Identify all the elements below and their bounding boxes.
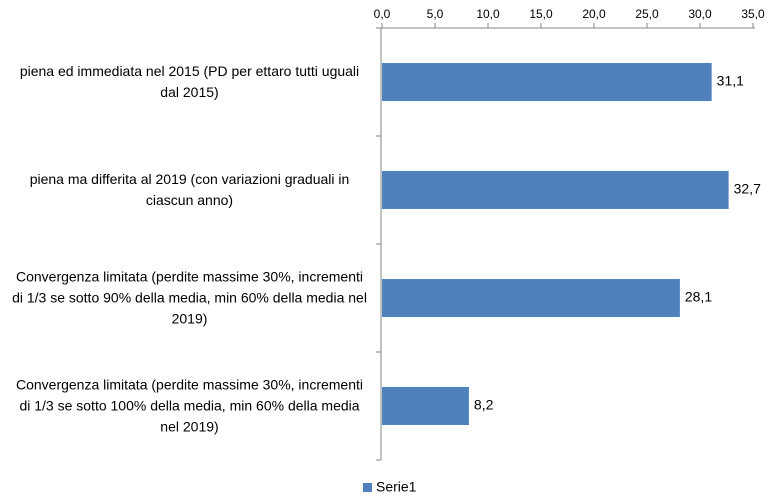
y-tick-label: Convergenza limitata (perdite massime 30… [12, 268, 367, 327]
bar [382, 171, 729, 209]
y-tick-label: piena ed immediata nel 2015 (PD per etta… [19, 63, 360, 100]
bar [382, 387, 469, 425]
y-tick-label: Convergenza limitata (perdite massime 30… [15, 376, 364, 435]
data-label: 8,2 [474, 397, 494, 413]
bar [382, 63, 712, 101]
bar [382, 279, 680, 317]
data-label: 28,1 [685, 289, 712, 305]
x-tick-label: 25,0 [635, 7, 659, 21]
x-tick-label: 20,0 [582, 7, 606, 21]
data-label: 31,1 [717, 73, 744, 89]
data-label: 32,7 [734, 181, 761, 197]
x-tick-label: 0,0 [374, 7, 391, 21]
x-tick-label: 5,0 [427, 7, 444, 21]
x-tick-label: 10,0 [476, 7, 500, 21]
y-tick-label: piena ma differita al 2019 (con variazio… [29, 171, 350, 208]
legend-swatch [363, 483, 372, 492]
x-tick-label: 30,0 [688, 7, 712, 21]
x-tick-label: 35,0 [741, 7, 765, 21]
x-tick-label: 15,0 [529, 7, 553, 21]
legend-label: Serie1 [376, 479, 417, 495]
